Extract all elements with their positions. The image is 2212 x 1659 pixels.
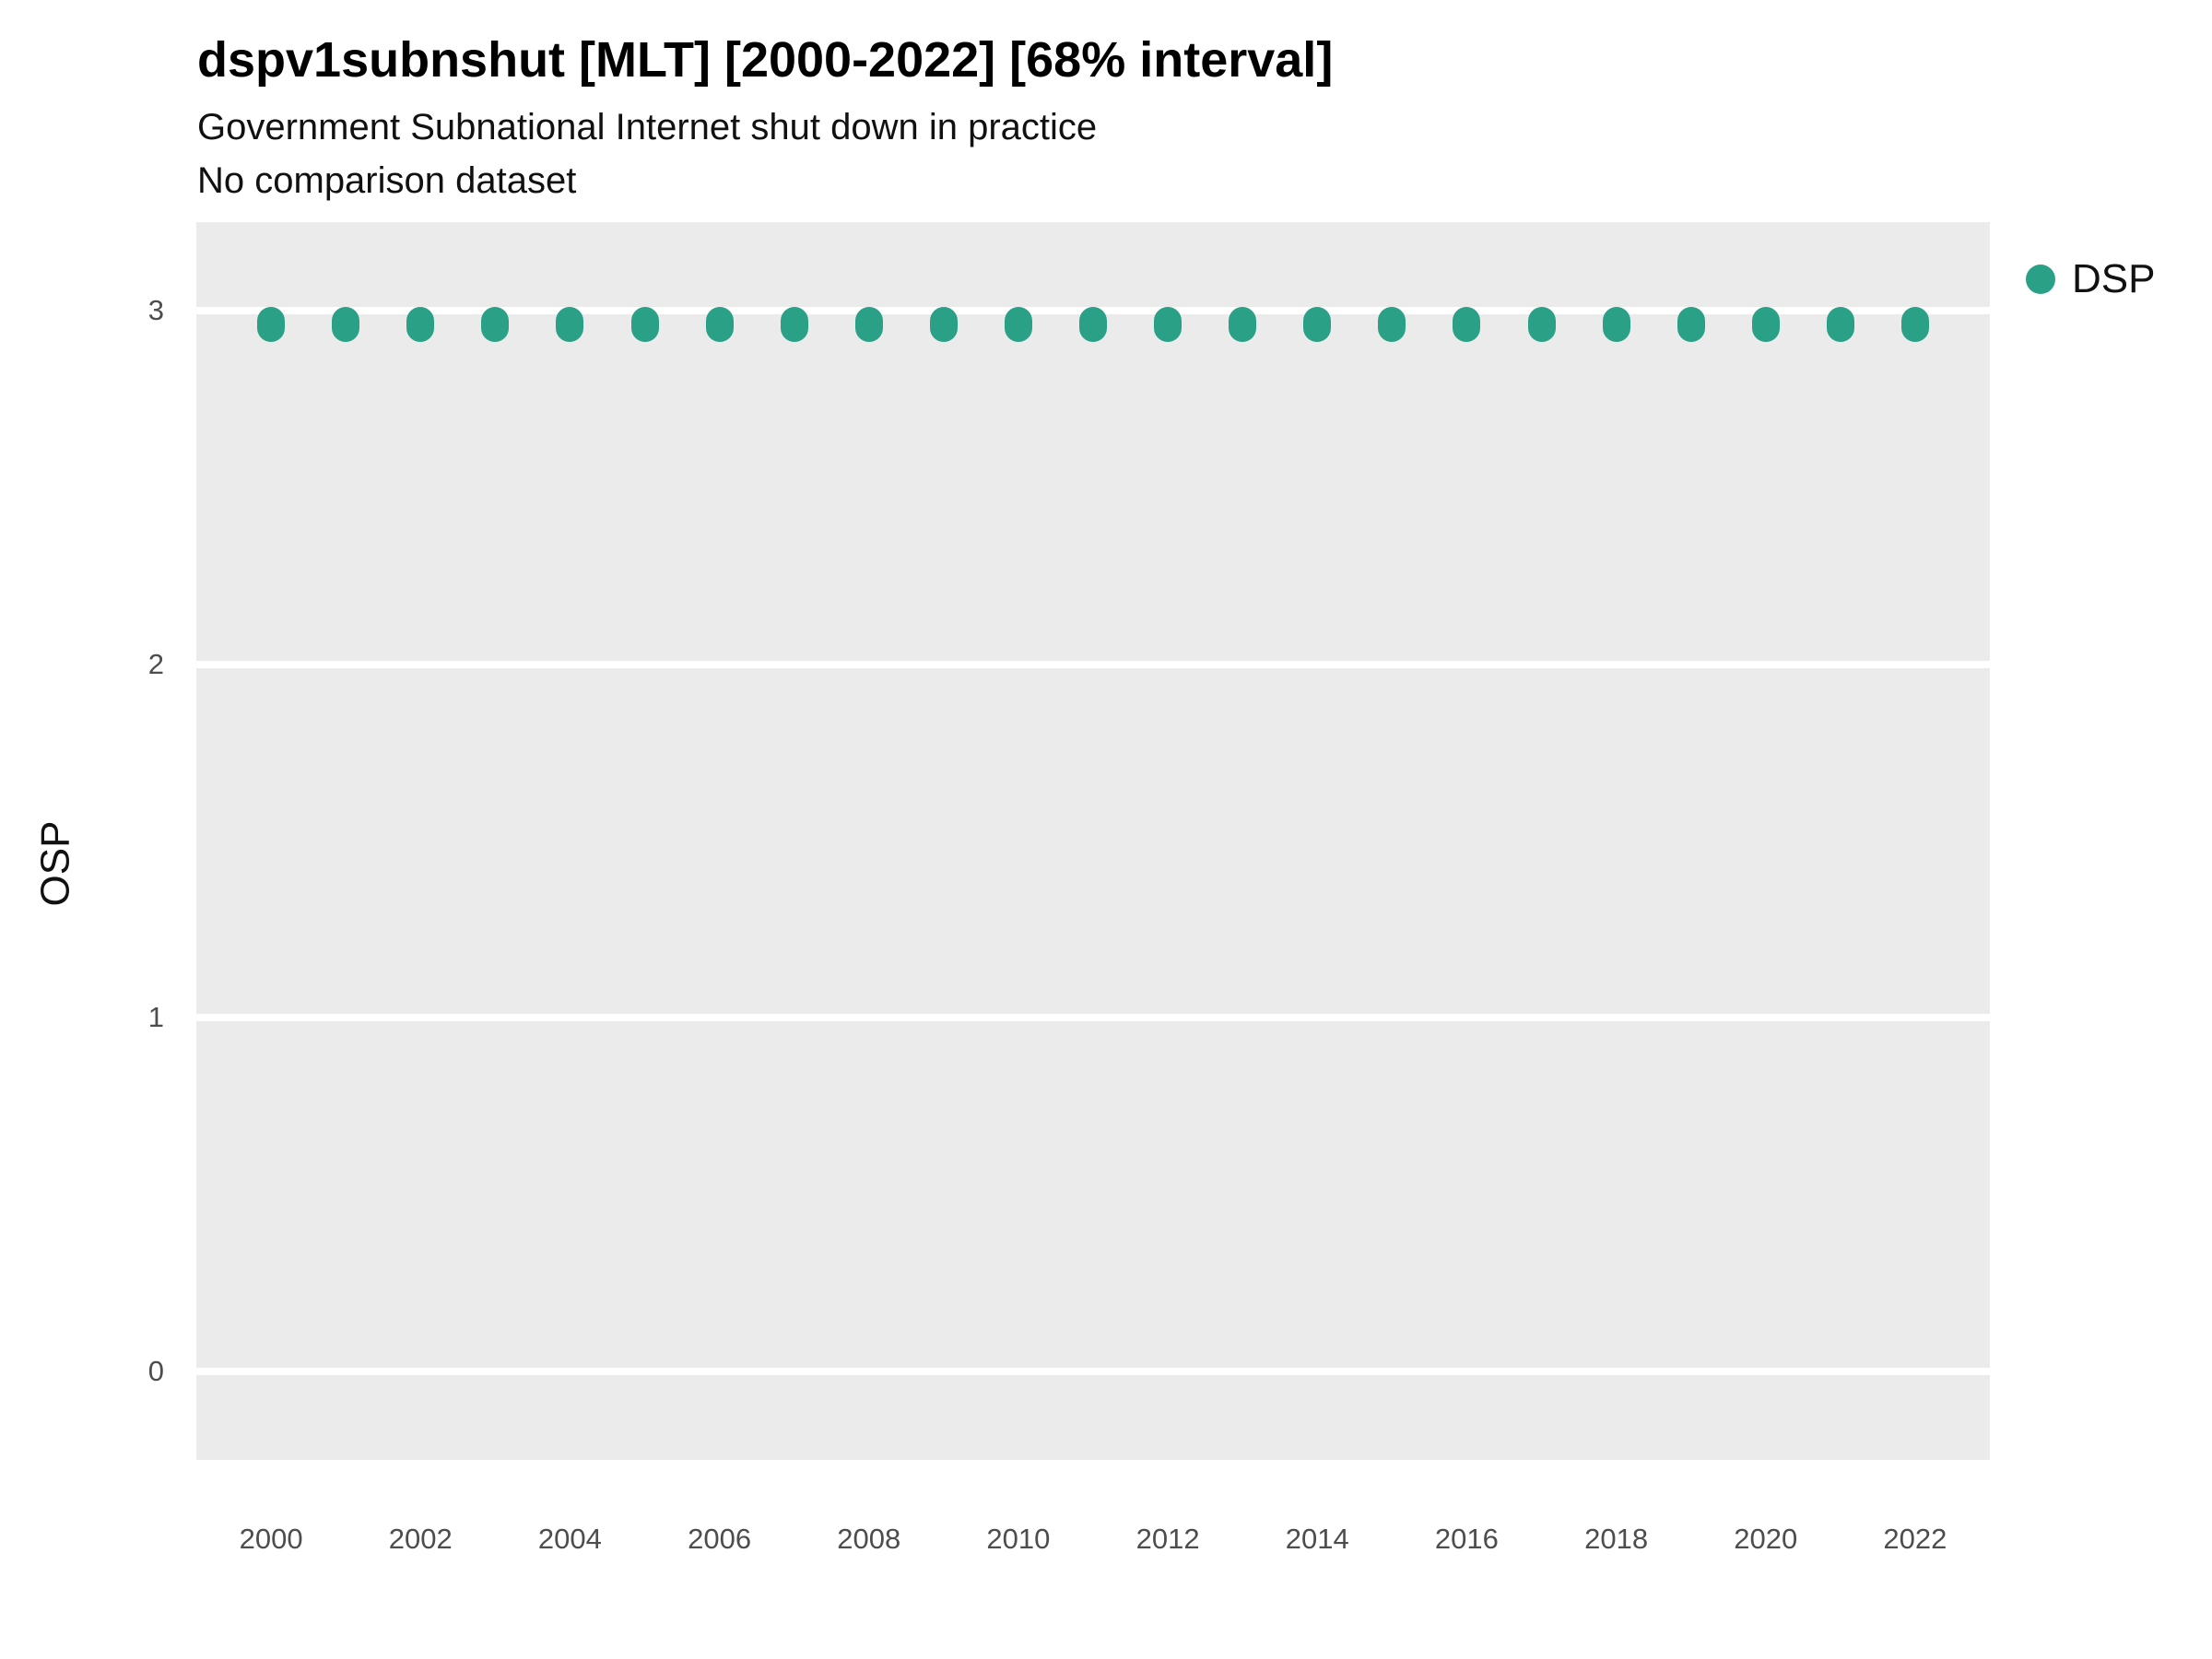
data-point [1453, 307, 1481, 343]
data-point [556, 307, 584, 343]
legend-label-dsp: DSP [2072, 256, 2156, 301]
data-point [1527, 307, 1556, 343]
data-point [1900, 307, 1929, 343]
data-point [705, 307, 734, 343]
data-point [1677, 307, 1705, 343]
x-tick-label: 2016 [1434, 1523, 1499, 1555]
x-tick-label: 2004 [537, 1523, 602, 1555]
data-point [257, 307, 286, 343]
data-point [1378, 307, 1406, 343]
data-point [854, 307, 883, 343]
data-point [780, 307, 808, 343]
data-point [1751, 307, 1780, 343]
data-point [1079, 307, 1107, 343]
y-tick-label: 3 [147, 293, 164, 326]
data-point [630, 307, 659, 343]
y-tick-label: 1 [147, 1001, 164, 1034]
data-point [1303, 307, 1332, 343]
data-point [1004, 307, 1032, 343]
legend: DSP [2026, 256, 2155, 302]
x-tick-label: 2014 [1285, 1523, 1349, 1555]
gridline [196, 1368, 1990, 1376]
chart-subtitle: Government Subnational Internet shut dow… [197, 107, 1098, 147]
data-point [1602, 307, 1630, 343]
y-tick-label: 0 [147, 1355, 164, 1388]
y-axis-label: OSP [32, 820, 78, 907]
y-tick-label: 2 [147, 647, 164, 680]
data-point [1229, 307, 1257, 343]
data-point [929, 307, 958, 343]
chart-title: dspv1subnshut [MLT] [2000-2022] [68% int… [197, 32, 1334, 88]
x-tick-label: 2008 [837, 1523, 901, 1555]
x-tick-label: 2022 [1883, 1523, 1947, 1555]
chart-note: No comparison dataset [197, 160, 577, 201]
plot-panel [196, 222, 1990, 1460]
data-point [481, 307, 510, 343]
data-point [1826, 307, 1854, 343]
data-point [332, 307, 360, 343]
legend-dot-dsp [2026, 265, 2055, 294]
x-tick-label: 2000 [239, 1523, 303, 1555]
gridline [196, 660, 1990, 668]
x-tick-label: 2018 [1584, 1523, 1649, 1555]
x-tick-label: 2020 [1734, 1523, 1798, 1555]
x-tick-label: 2010 [986, 1523, 1051, 1555]
gridline [196, 1014, 1990, 1022]
data-point [1154, 307, 1182, 343]
data-point [406, 307, 435, 343]
x-tick-label: 2006 [688, 1523, 752, 1555]
x-tick-label: 2012 [1135, 1523, 1200, 1555]
x-tick-label: 2002 [388, 1523, 453, 1555]
